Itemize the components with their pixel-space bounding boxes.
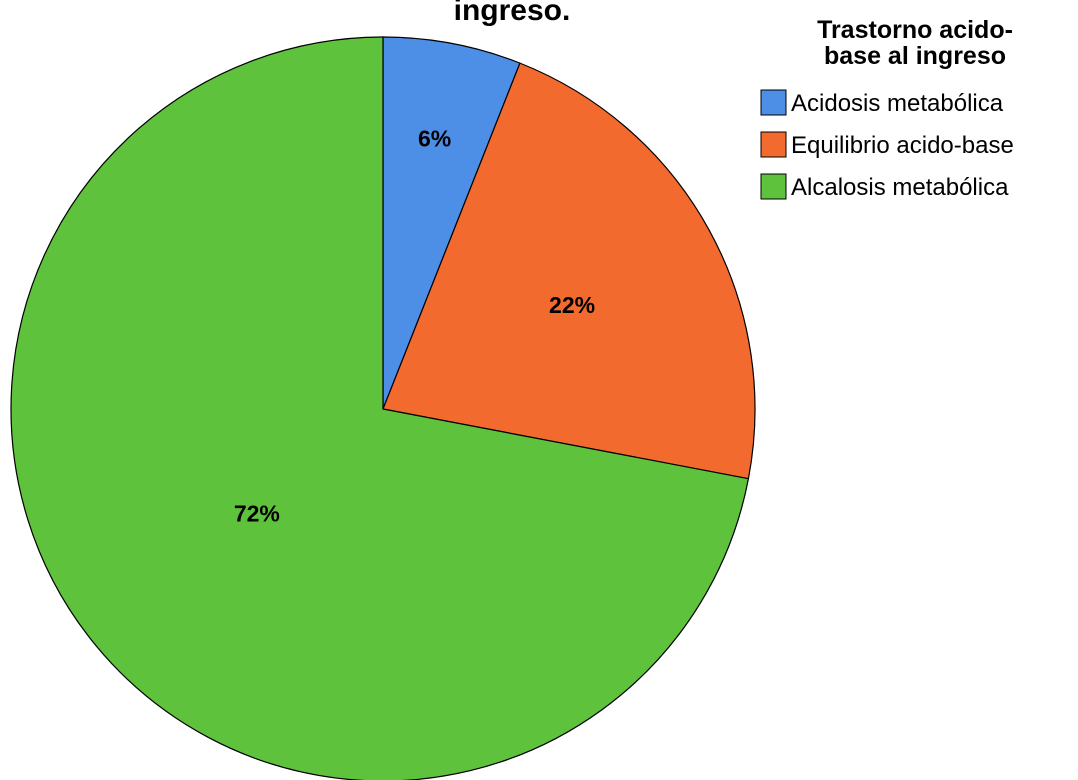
slice-label-3: 72% <box>234 500 280 526</box>
chart-title-fragment: ingreso. <box>454 0 571 27</box>
legend-swatch-3 <box>760 173 787 200</box>
legend-label-2: Equilibrio acido-base <box>791 132 1014 159</box>
slice-label-2: 22% <box>549 292 595 318</box>
legend-title-line-1: Trastorno acido- <box>817 16 1013 44</box>
legend-swatch-2 <box>760 131 787 158</box>
pie-slice-3 <box>10 36 750 780</box>
pie-slice-1 <box>382 36 521 410</box>
pie-slice-2 <box>382 62 756 480</box>
legend-swatch-1 <box>760 89 787 116</box>
legend-label-3: Alcalosis metabólica <box>791 174 1009 201</box>
pie-slices <box>10 36 756 780</box>
slice-label-1: 6% <box>418 126 451 152</box>
legend: Trastorno acido- base al ingreso Acidosi… <box>760 16 1014 201</box>
pie-slice-labels: 6% 22% 72% <box>234 126 595 527</box>
legend-label-1: Acidosis metabólica <box>791 90 1004 117</box>
legend-title-line-2: base al ingreso <box>824 42 1006 70</box>
legend-items: Acidosis metabólica Equilibrio acido-base… <box>760 89 1014 201</box>
